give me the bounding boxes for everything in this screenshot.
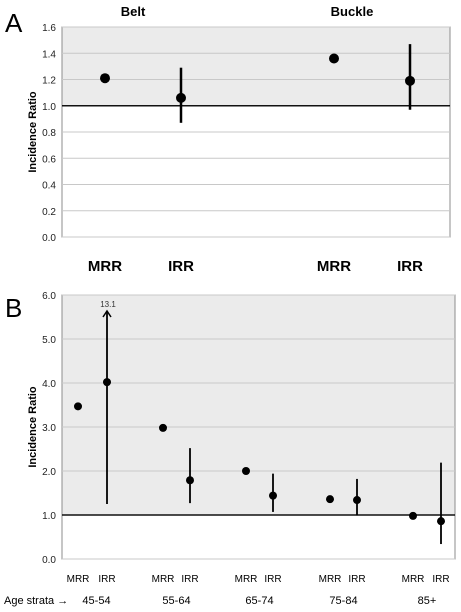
panel-b-x-category-label: IRR <box>181 574 198 585</box>
panel-b: 0.0 1.0 2.0 3.0 4.0 5.0 6.0 13.1 MRR IRR 45-54 MR… <box>4 291 456 607</box>
panel-b-x-category-label: IRR <box>98 574 115 585</box>
panel-b-point <box>437 517 445 526</box>
panel-a-point <box>176 92 186 103</box>
panel-a-shaded-region <box>61 26 451 107</box>
panel-b-x-category-label: MRR <box>235 574 258 585</box>
panel-b-stratum-label: 75-84 <box>329 595 357 607</box>
panel-b-y-tick-label: 3.0 <box>42 423 56 434</box>
panel-a-x-category-label: MRR <box>88 258 122 275</box>
panel-b-shaded-region <box>61 294 456 516</box>
panel-b-y-tick-label: 6.0 <box>42 291 56 302</box>
panel-b-point <box>186 476 194 485</box>
panel-b-stratum-label: 85+ <box>418 595 437 607</box>
panel-a-x-category-label: MRR <box>317 258 351 275</box>
panel-a-x-category-label: IRR <box>397 258 423 275</box>
panel-b-point <box>242 467 250 475</box>
panel-b-stratum-label: 65-74 <box>245 595 273 607</box>
panel-a-point <box>100 73 110 84</box>
panel-b-ci-upper-label: 13.1 <box>100 300 116 309</box>
panel-b-y-tick-label: 4.0 <box>42 379 56 390</box>
panel-b-x-category-label: IRR <box>264 574 281 585</box>
panel-a-point <box>405 75 415 86</box>
panel-a-y-tick-label: 1.6 <box>42 23 56 34</box>
panel-a-y-tick-label: 1.2 <box>42 76 56 87</box>
panel-b-point <box>103 378 111 387</box>
panel-b-point <box>326 495 334 504</box>
panel-a-y-tick-label: 0.8 <box>42 128 56 139</box>
panel-b-y-tick-label: 2.0 <box>42 467 56 478</box>
panel-a-group-label: Buckle <box>331 4 374 19</box>
panel-a-label: A <box>5 8 23 38</box>
panel-b-x-category-label: MRR <box>152 574 175 585</box>
panel-b-stratum-label: 55-64 <box>162 595 190 607</box>
panel-b-y-tick-label: 5.0 <box>42 335 56 346</box>
panel-b-ci-arrow <box>102 309 112 318</box>
panel-b-x-category-label: MRR <box>402 574 425 585</box>
panel-a: 0.0 0.2 0.4 0.6 0.8 1.0 1.2 1.4 1.6 MRR IRR MRR IRR… <box>5 4 451 275</box>
panel-a-y-tick-label: 0.4 <box>42 181 56 192</box>
panel-b-y-tick-label: 1.0 <box>42 511 56 522</box>
panel-b-point <box>269 491 277 500</box>
panel-a-x-category-label: IRR <box>168 258 194 275</box>
panel-b-x-category-label: MRR <box>67 574 90 585</box>
panel-a-y-tick-label: 1.0 <box>42 102 56 113</box>
panel-b-y-axis-label: Incidence Ratio <box>27 386 39 468</box>
panel-a-point <box>329 53 339 64</box>
panel-a-y-tick-label: 0.6 <box>42 154 56 165</box>
panel-b-x-category-label: IRR <box>432 574 449 585</box>
panel-b-y-tick-label: 0.0 <box>42 555 56 566</box>
panel-b-label: B <box>5 293 22 323</box>
panel-b-point <box>409 511 417 520</box>
panel-a-group-label: Belt <box>121 4 146 19</box>
panel-b-point <box>353 496 361 505</box>
panel-a-y-tick-label: 0.0 <box>42 233 56 244</box>
panel-b-x-category-label: MRR <box>319 574 342 585</box>
panel-b-point <box>159 423 167 432</box>
panel-a-y-tick-label: 1.4 <box>42 49 56 60</box>
panel-b-stratum-label: 45-54 <box>82 595 110 607</box>
panel-b-x-category-label: IRR <box>348 574 365 585</box>
panel-a-y-axis-label: Incidence Ratio <box>27 91 39 173</box>
panel-a-y-tick-label: 0.2 <box>42 207 56 218</box>
panel-b-point <box>74 402 82 411</box>
panel-b-x-axis-prefix: Age strata → <box>4 595 68 607</box>
